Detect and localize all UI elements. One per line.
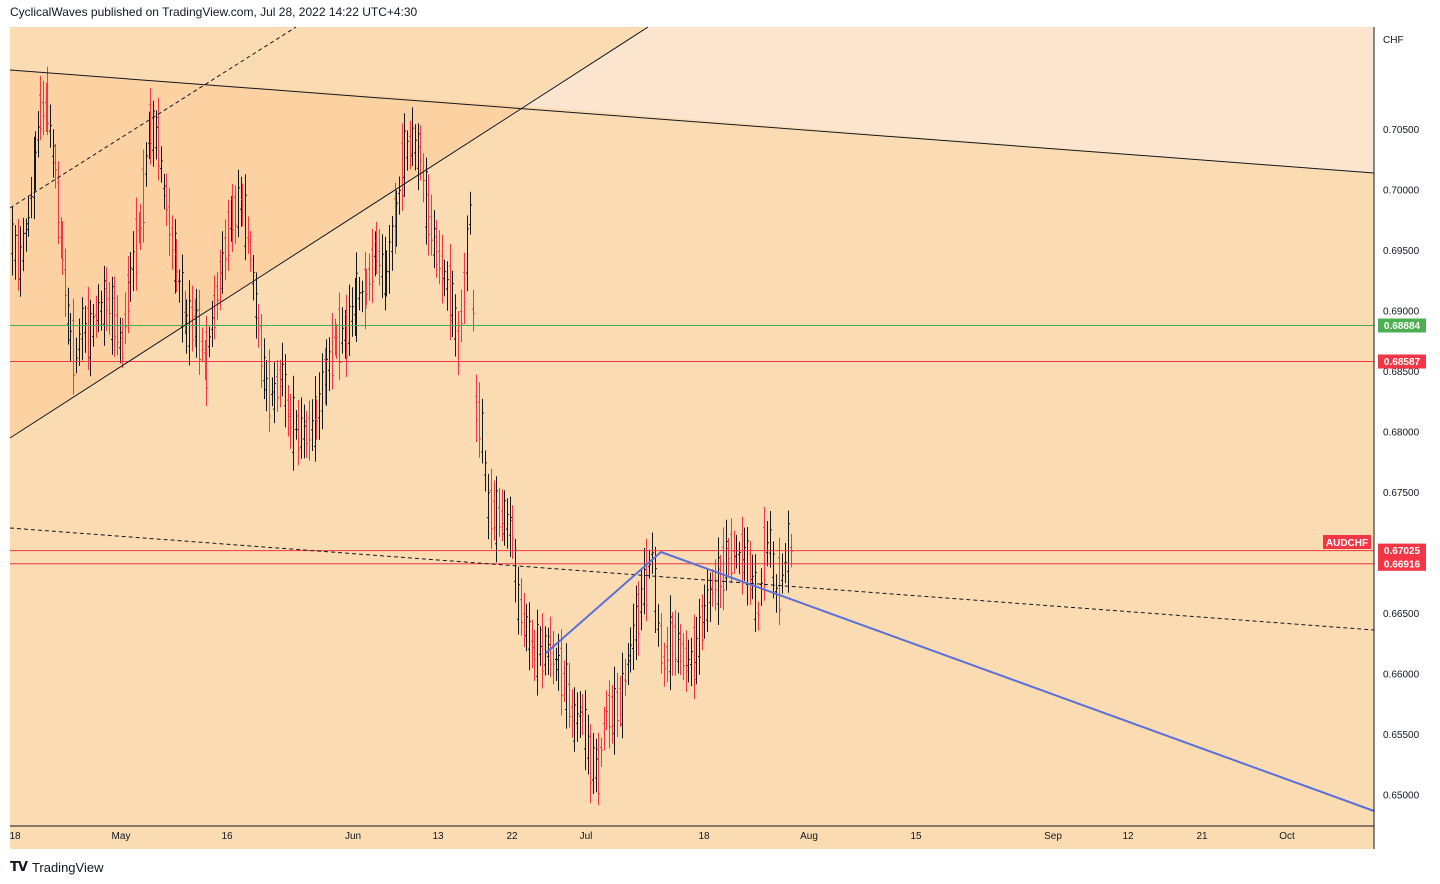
dashed-parallel-channel-line — [9, 26, 297, 209]
triangle-shaded-zone — [10, 70, 523, 438]
time-tick-label: 22 — [506, 831, 518, 842]
time-tick-label: 18 — [9, 831, 21, 842]
price-tick-label: 0.66500 — [1383, 609, 1420, 620]
price-tick-label: 0.65000 — [1383, 791, 1420, 802]
price-badges: 0.68884 0.68587 0.67025 0.66916 — [1378, 318, 1426, 571]
price-level-badge-label: 0.68587 — [1384, 357, 1421, 368]
time-tick-label: 18 — [698, 831, 710, 842]
price-tick-label: 0.65500 — [1383, 730, 1420, 741]
time-tick-label: Jun — [345, 831, 361, 842]
price-tick-label: 0.67500 — [1383, 488, 1420, 499]
price-tick-label: 0.68000 — [1383, 428, 1420, 439]
price-level-badge-label: 0.66916 — [1384, 559, 1421, 570]
price-tick-label: 0.69500 — [1383, 246, 1420, 257]
time-tick-label: Sep — [1044, 831, 1062, 842]
publication-header: CyclicalWaves published on TradingView.c… — [10, 5, 418, 19]
price-tick-label: 0.66000 — [1383, 670, 1420, 681]
symbol-badge: AUDCHF — [1323, 535, 1371, 549]
time-axis: 18 May 16 Jun 13 22 Jul 18 Aug 15 Sep 12 21 Oct — [9, 831, 1295, 842]
rising-support-line — [9, 26, 649, 439]
price-level-badge — [1378, 543, 1426, 558]
dashed-trend-line — [9, 527, 1375, 631]
tradingview-logo[interactable]: TV TradingView — [10, 858, 103, 876]
time-tick-label: May — [112, 831, 131, 842]
price-tick-label: 0.68500 — [1383, 367, 1420, 378]
time-tick-label: 15 — [910, 831, 922, 842]
time-tick-label: Oct — [1279, 831, 1295, 842]
time-tick-label: 21 — [1196, 831, 1208, 842]
time-tick-label: 16 — [221, 831, 233, 842]
price-level-badge-label: 0.67025 — [1384, 546, 1421, 557]
upper-shaded-zone — [523, 27, 1374, 173]
time-tick-label: Aug — [800, 831, 818, 842]
time-tick-label: Jul — [580, 831, 593, 842]
symbol-badge-label: AUDCHF — [1326, 538, 1368, 549]
tradingview-logo-icon: TV — [10, 859, 28, 875]
price-level-badge-label: 0.68884 — [1384, 321, 1421, 332]
price-tick-label: 0.70000 — [1383, 185, 1420, 196]
price-tick-label: 0.69000 — [1383, 307, 1420, 318]
currency-label: CHF — [1383, 35, 1404, 46]
price-axis: 0.70500 0.70000 0.69500 0.69000 0.68500 0.680… — [1383, 125, 1420, 802]
descending-resistance-line — [9, 69, 1375, 174]
price-tick-label: 0.70500 — [1383, 125, 1420, 136]
time-tick-label: 13 — [432, 831, 444, 842]
price-level-badge — [1378, 556, 1426, 571]
tradingview-logo-text: TradingView — [31, 859, 104, 875]
price-level-badge — [1378, 354, 1426, 369]
price-level-badge — [1378, 318, 1426, 333]
time-tick-label: 12 — [1122, 831, 1134, 842]
blue-trendline — [545, 550, 1375, 812]
